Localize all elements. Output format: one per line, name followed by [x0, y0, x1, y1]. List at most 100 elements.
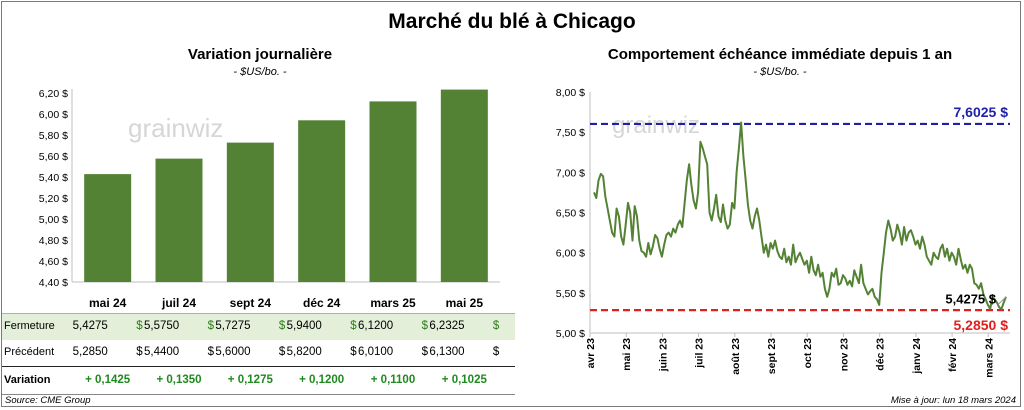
y-tick-label: 5,50 $	[556, 288, 585, 300]
table-cell: 6,0100 $	[358, 346, 428, 358]
update-note: Mise à jour: lun 18 mars 2024	[890, 395, 1016, 406]
x-tick-label: mars 25	[370, 296, 416, 310]
cell-value: 5,9400	[286, 320, 322, 332]
table-cell: + 0,1350	[144, 374, 214, 386]
cell-value: 5,4275	[72, 320, 108, 332]
y-tick-label: 4,40 $	[39, 277, 68, 289]
table-row-precedent: Précédent 5,2850 $5,4400 $5,6000 $5,8200 $6,…	[2, 340, 515, 367]
table-cell: + 0,1275	[215, 374, 285, 386]
x-tick-label: mai 25	[446, 296, 484, 310]
x-tick-label: août 23	[730, 338, 742, 375]
cell-value: 5,6000	[215, 346, 251, 358]
y-tick-label: 5,00 $	[39, 214, 68, 226]
x-tick-label: mai 23	[621, 338, 633, 371]
table-row-fermeture: Fermeture 5,4275 $5,5750 $5,7275 $5,9400 $6,…	[2, 313, 515, 341]
bar-chart-title: Variation journalière	[187, 46, 333, 63]
cell-value: 5,7275	[215, 320, 251, 332]
bar	[84, 174, 132, 282]
y-tick-label: 5,00 $	[556, 328, 585, 340]
cell-unit: $	[207, 320, 214, 332]
x-tick-label: déc 23	[875, 338, 887, 371]
line-chart-unit: - $US/bo. -	[753, 66, 807, 78]
bar	[369, 101, 417, 283]
bar	[440, 89, 488, 283]
cell-value: + 0,1025	[441, 374, 487, 386]
x-tick-label: sept 24	[230, 296, 272, 310]
bar	[298, 120, 346, 282]
row-label-precedent: Précédent	[4, 346, 55, 358]
cell-value: 5,5750	[144, 320, 180, 332]
line-chart-title: Comportement échéance immédiate depuis 1…	[607, 46, 953, 63]
table-cell: 5,4400 $	[144, 346, 214, 358]
y-tick-label: 6,20 $	[39, 88, 68, 100]
x-tick-label: déc 24	[303, 296, 341, 310]
row-label-variation: Variation	[4, 374, 51, 386]
x-tick-label: janv 24	[911, 338, 923, 375]
last-value-leader	[997, 296, 1007, 306]
cell-value: 6,1300	[429, 346, 465, 358]
cell-value: + 0,1425	[85, 374, 131, 386]
cell-unit: $	[136, 346, 143, 358]
table-cell: 5,9400 $	[287, 320, 357, 332]
table-cell: + 0,1425	[73, 374, 143, 386]
y-tick-label: 7,50 $	[556, 127, 585, 139]
table-cell: 6,1200 $	[358, 320, 428, 332]
high-label: 7,6025 $	[954, 104, 1009, 120]
row-label-fermeture: Fermeture	[4, 320, 55, 332]
cell-unit: $	[492, 346, 500, 358]
cell-unit: $	[350, 320, 357, 332]
cell-unit: $	[207, 346, 214, 358]
x-tick-label: sept 23	[766, 338, 778, 374]
cell-value: 5,2850	[72, 346, 108, 358]
main-title: Marché du blé à Chicago	[388, 10, 636, 33]
cell-unit: $	[136, 320, 143, 332]
bar	[226, 142, 274, 282]
bar-chart: 4,40 $ 4,60 $ 4,80 $ 5,00 $ 5,20 $ 5,40 $ 5,60…	[39, 88, 500, 310]
watermark-logo: grainwiz	[128, 113, 223, 143]
y-tick-label: 5,80 $	[39, 130, 68, 142]
cell-value: 6,0100	[358, 346, 394, 358]
table-cell: 6,2325 $	[429, 320, 499, 332]
price-series-line	[593, 121, 1007, 310]
x-tick-label: juil 24	[161, 296, 196, 310]
y-tick-label: 6,00 $	[39, 109, 68, 121]
y-tick-label: 7,00 $	[556, 167, 585, 179]
y-tick-label: 4,60 $	[39, 256, 68, 268]
cell-value: + 0,1100	[370, 374, 416, 386]
cell-unit: $	[350, 346, 357, 358]
table-row-variation: Variation + 0,1425 + 0,1350 + 0,1275 + 0,12…	[2, 368, 515, 395]
table-cell: + 0,1200	[287, 374, 357, 386]
table-cell: 5,4275 $	[73, 320, 143, 332]
x-tick-label: févr 24	[947, 338, 959, 372]
table-cell: 5,6000 $	[215, 346, 285, 358]
last-value-label: 5,4275 $	[945, 292, 996, 307]
x-tick-label: mai 24	[89, 296, 127, 310]
source-note: Source: CME Group	[5, 395, 91, 406]
low-label: 5,2850 $	[954, 317, 1009, 333]
cell-unit: $	[421, 346, 428, 358]
table-cell: 6,1300 $	[429, 346, 499, 358]
cell-unit: $	[492, 320, 500, 332]
table-cell: 5,8200 $	[287, 346, 357, 358]
cell-unit: $	[421, 320, 428, 332]
table-cell: 5,2850 $	[73, 346, 143, 358]
x-tick-label: juin 23	[657, 338, 669, 372]
y-tick-label: 5,20 $	[39, 193, 68, 205]
y-tick-label: 5,60 $	[39, 151, 68, 163]
watermark-logo: grainwiz	[612, 112, 700, 139]
bar-chart-unit: - $US/bo. -	[233, 66, 287, 78]
x-tick-label: oct 23	[802, 338, 814, 369]
y-tick-label: 4,80 $	[39, 235, 68, 247]
cell-value: 5,8200	[286, 346, 322, 358]
cell-value: 6,2325	[429, 320, 465, 332]
cell-value: 5,4400	[144, 346, 180, 358]
y-tick-label: 5,40 $	[39, 172, 68, 184]
x-tick-label: avr 23	[585, 338, 597, 369]
cell-value: + 0,1200	[299, 374, 345, 386]
y-tick-label: 6,00 $	[556, 248, 585, 260]
line-chart: 5,00 $ 5,50 $ 6,00 $ 6,50 $ 7,00 $ 7,50 $ 8,00…	[556, 87, 1010, 378]
cell-value: + 0,1350	[156, 374, 202, 386]
table-cell: 5,5750 $	[144, 320, 214, 332]
cell-unit: $	[278, 346, 286, 358]
